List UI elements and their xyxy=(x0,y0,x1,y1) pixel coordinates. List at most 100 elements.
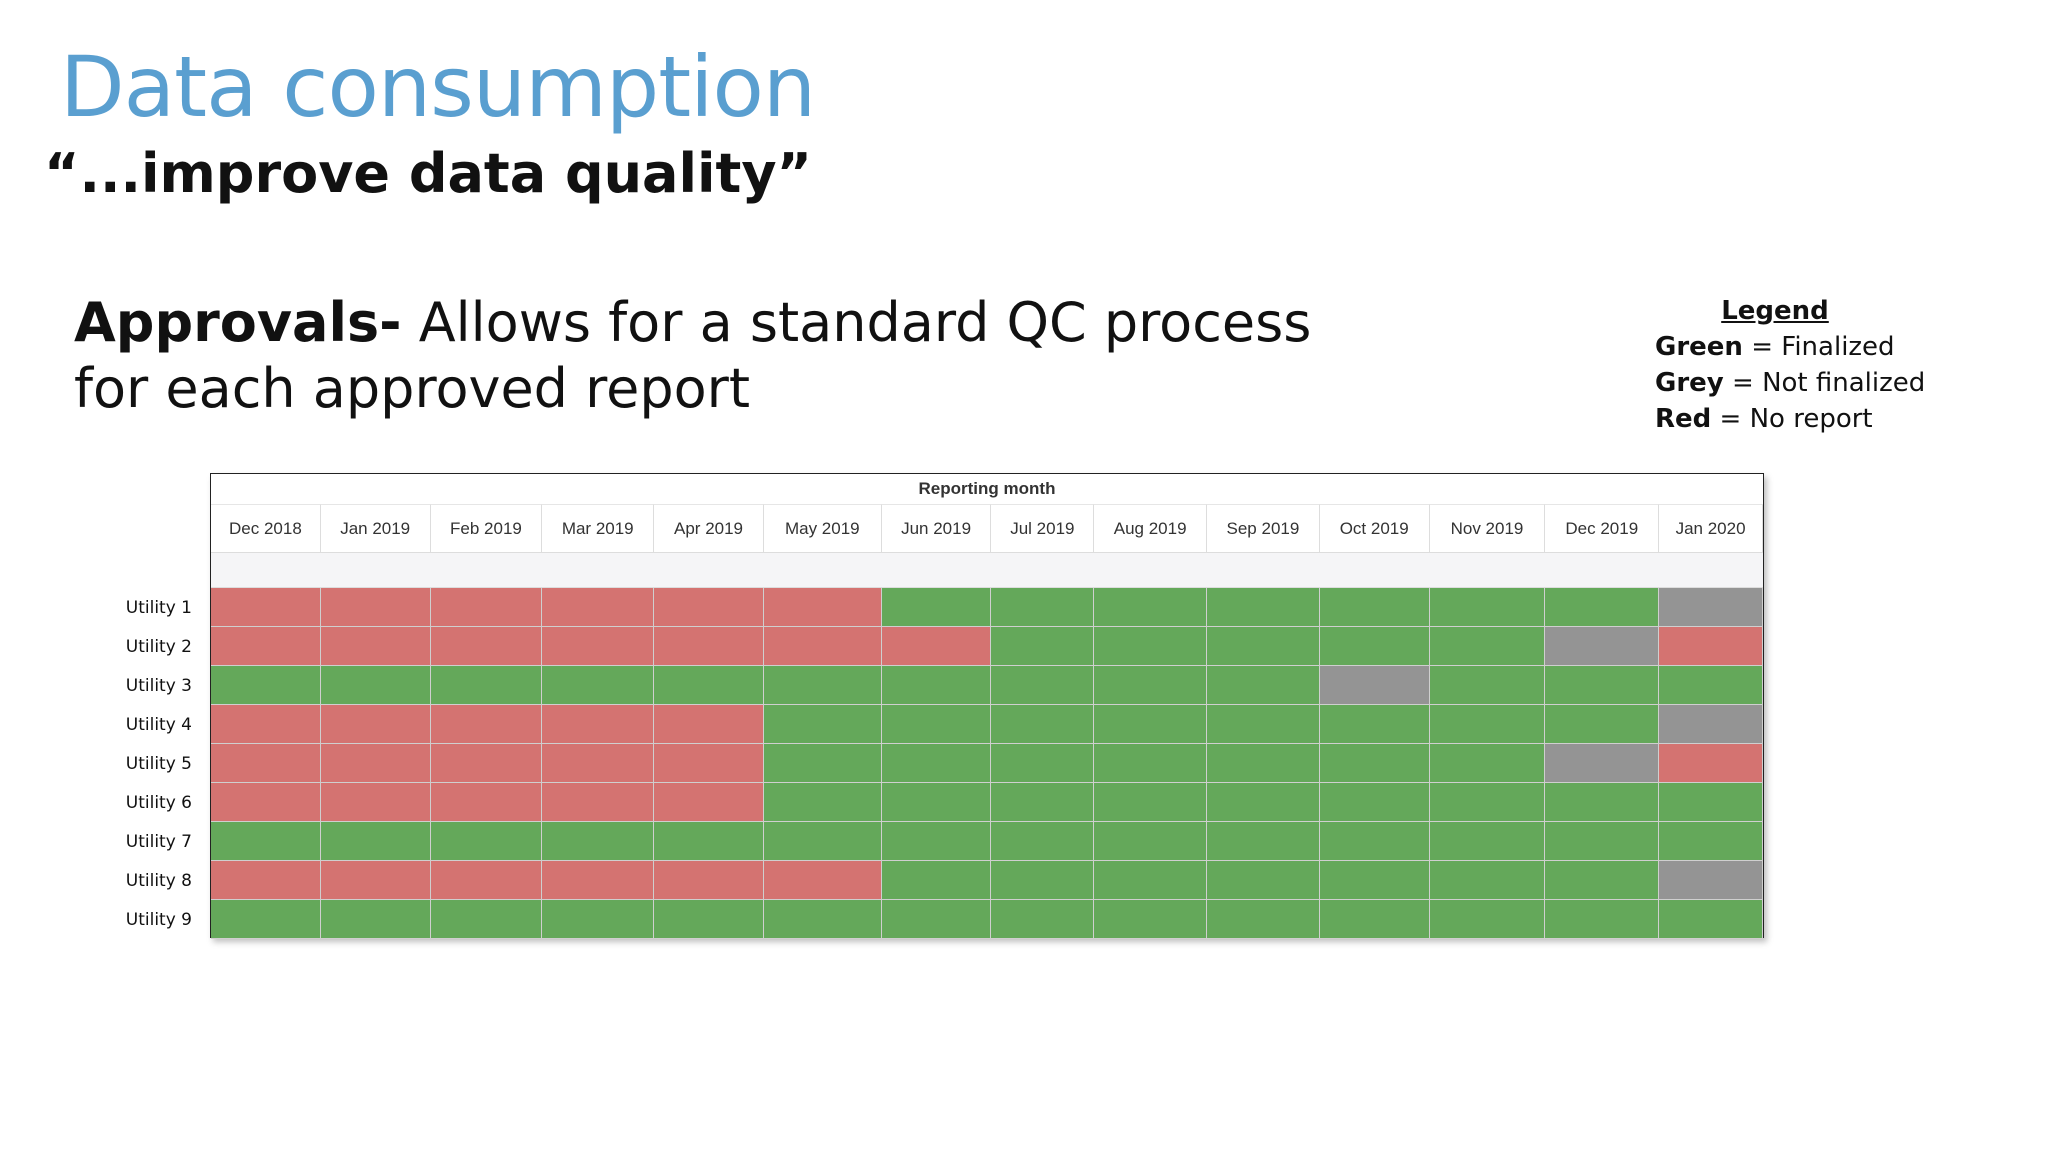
status-cell-green xyxy=(1659,900,1763,939)
status-cell-red xyxy=(320,861,431,900)
status-cell-green xyxy=(1429,588,1546,627)
status-cell-green xyxy=(1319,783,1430,822)
status-cell-red xyxy=(542,705,655,744)
status-cell-green xyxy=(1429,900,1546,939)
status-cell-green xyxy=(1207,627,1320,666)
status-cell-green xyxy=(1545,900,1660,939)
status-cell-green xyxy=(1094,783,1208,822)
status-cell-red xyxy=(430,744,543,783)
status-cell-green xyxy=(1319,627,1430,666)
status-cell-green xyxy=(1659,666,1763,705)
status-cell-green xyxy=(763,822,882,861)
status-cell-grey xyxy=(1319,666,1430,705)
status-cell-green xyxy=(430,666,543,705)
status-cell-green xyxy=(430,822,543,861)
status-cell-green xyxy=(1429,744,1546,783)
status-cell-red xyxy=(320,705,431,744)
status-cell-green xyxy=(1094,900,1208,939)
status-cell-green xyxy=(430,900,543,939)
status-cell-green xyxy=(1545,783,1660,822)
slide-title: Data consumption xyxy=(60,38,816,136)
utility-row xyxy=(211,744,1763,783)
utility-label: Utility 8 xyxy=(125,870,192,891)
status-cell-red xyxy=(1659,627,1763,666)
status-cell-green xyxy=(1545,861,1660,900)
month-header-cell: Mar 2019 xyxy=(542,504,655,552)
status-cell-green xyxy=(881,588,992,627)
status-cell-green xyxy=(1094,627,1208,666)
status-cell-green xyxy=(991,822,1095,861)
status-cell-green xyxy=(211,900,321,939)
legend-title: Legend xyxy=(1721,296,1829,326)
status-cell-red xyxy=(542,588,655,627)
status-cell-green xyxy=(881,705,992,744)
utility-row xyxy=(211,588,1763,627)
slide-subtitle: “...improve data quality” xyxy=(44,142,813,205)
status-cell-green xyxy=(1207,861,1320,900)
status-cell-green xyxy=(881,900,992,939)
status-cell-red xyxy=(211,744,321,783)
status-cell-green xyxy=(211,666,321,705)
status-cell-green xyxy=(1094,588,1208,627)
status-cell-red xyxy=(430,705,543,744)
status-cell-red xyxy=(430,588,543,627)
month-header-cell: Dec 2019 xyxy=(1545,504,1660,552)
utility-row xyxy=(211,783,1763,822)
status-cell-red xyxy=(654,627,764,666)
status-cell-green xyxy=(1319,822,1430,861)
month-header-cell: Jan 2019 xyxy=(320,504,431,552)
status-cell-red xyxy=(211,588,321,627)
utility-label: Utility 9 xyxy=(125,909,192,930)
status-cell-grey xyxy=(1659,588,1763,627)
status-cell-green xyxy=(320,900,431,939)
status-cell-grey xyxy=(1545,627,1660,666)
status-cell-red xyxy=(654,705,764,744)
legend-text: = Not finalized xyxy=(1723,368,1926,398)
utility-label: Utility 5 xyxy=(125,753,192,774)
utility-label: Utility 2 xyxy=(125,636,192,657)
status-cell-grey xyxy=(1545,744,1660,783)
status-cell-green xyxy=(654,900,764,939)
status-cell-red xyxy=(542,861,655,900)
status-cell-red xyxy=(763,627,882,666)
status-cell-green xyxy=(991,588,1095,627)
reporting-status-table: Reporting month Dec 2018 Jan 2019 Feb 2019… xyxy=(210,473,1764,939)
status-cell-red xyxy=(654,861,764,900)
legend-key: Red xyxy=(1655,404,1712,434)
status-cell-green xyxy=(881,861,992,900)
month-header-cell: Dec 2018 xyxy=(211,504,321,552)
status-cell-red xyxy=(654,783,764,822)
status-cell-green xyxy=(1429,627,1546,666)
month-header-cell: Nov 2019 xyxy=(1429,504,1546,552)
status-cell-red xyxy=(320,783,431,822)
status-cell-green xyxy=(1545,822,1660,861)
legend-row-green: Green = Finalized xyxy=(1655,329,1925,365)
status-cell-green xyxy=(991,900,1095,939)
status-cell-green xyxy=(763,705,882,744)
legend-text: = Finalized xyxy=(1742,332,1895,362)
utility-label: Utility 6 xyxy=(125,792,192,813)
status-cell-green xyxy=(1094,861,1208,900)
status-cell-green xyxy=(1319,744,1430,783)
status-cell-green xyxy=(1429,822,1546,861)
status-cell-green xyxy=(654,666,764,705)
month-header-cell: Feb 2019 xyxy=(430,504,543,552)
status-cell-red xyxy=(542,744,655,783)
month-header-cell: Jun 2019 xyxy=(881,504,992,552)
utility-row xyxy=(211,627,1763,666)
status-cell-red xyxy=(211,627,321,666)
status-cell-red xyxy=(211,705,321,744)
status-cell-red xyxy=(654,588,764,627)
status-cell-red xyxy=(320,588,431,627)
status-cell-green xyxy=(991,744,1095,783)
status-cell-green xyxy=(654,822,764,861)
utility-row xyxy=(211,705,1763,744)
legend-text: = No report xyxy=(1711,404,1873,434)
month-header-cell: Jul 2019 xyxy=(991,504,1095,552)
status-cell-green xyxy=(991,705,1095,744)
status-cell-green xyxy=(881,666,992,705)
status-cell-green xyxy=(881,822,992,861)
legend-row-grey: Grey = Not finalized xyxy=(1655,365,1925,401)
legend-row-red: Red = No report xyxy=(1655,401,1925,437)
status-cell-green xyxy=(211,822,321,861)
